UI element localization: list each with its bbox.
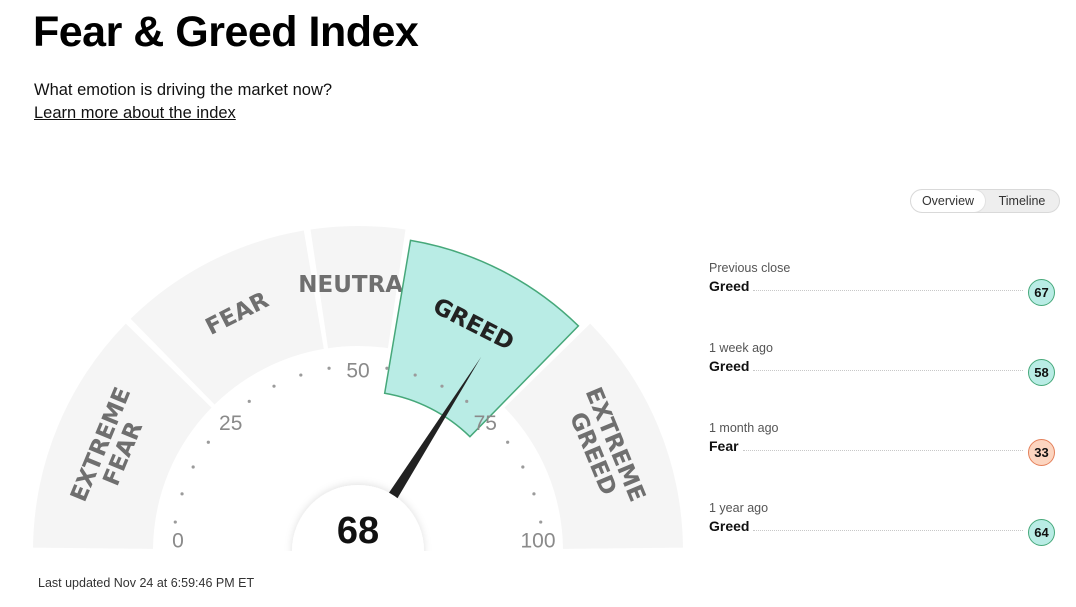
page-subtitle: What emotion is driving the market now? [34, 81, 333, 99]
gauge-dot [413, 373, 417, 377]
history-row: 1 year ago Greed 64 [709, 499, 1059, 579]
history-row: Previous close Greed 67 [709, 259, 1059, 339]
gauge-dot [532, 492, 536, 496]
tick-label-0: 0 [172, 530, 184, 553]
overview-tab[interactable]: Overview [911, 190, 985, 212]
segment-greed [383, 239, 580, 438]
segment-neutral [310, 226, 406, 349]
history-when: 1 year ago [709, 501, 769, 515]
gauge-dot [465, 399, 469, 403]
history-score-badge: 33 [1028, 439, 1055, 466]
gauge-needle [371, 356, 482, 525]
history-divider [753, 370, 1023, 371]
gauge-dot [191, 465, 195, 469]
gauge-dot [539, 520, 543, 524]
gauge-dot [180, 492, 184, 496]
gauge-baseline-mask [0, 551, 700, 607]
history-row: 1 week ago Greed 58 [709, 339, 1059, 419]
gauge-dot [247, 399, 251, 403]
gauge-dot [327, 366, 331, 370]
tick-label-25: 25 [219, 412, 242, 435]
learn-more-link[interactable]: Learn more about the index [34, 104, 236, 122]
history-divider [753, 530, 1023, 531]
view-toggle: Overview Timeline [910, 189, 1060, 213]
fear-greed-gauge: EXTREMEFEARFEARNEUTRALGREEDEXTREMEGREEDG… [0, 226, 700, 607]
history-when: 1 week ago [709, 341, 773, 355]
history-when: 1 month ago [709, 421, 779, 435]
gauge-dot [299, 373, 303, 377]
history-score-badge: 64 [1028, 519, 1055, 546]
gauge-dot [173, 520, 177, 524]
history-rating: Greed [709, 518, 750, 534]
last-updated: Last updated Nov 24 at 6:59:46 PM ET [38, 576, 255, 590]
history-rating: Greed [709, 358, 750, 374]
segment-extreme-fear [33, 323, 212, 549]
timeline-tab[interactable]: Timeline [998, 194, 1046, 208]
gauge-dot [521, 465, 525, 469]
tick-label-100: 100 [520, 530, 555, 553]
history-score-badge: 58 [1028, 359, 1055, 386]
gauge-score: 68 [337, 510, 379, 552]
gauge-dot [506, 440, 510, 444]
gauge-dot [440, 384, 444, 388]
history-score-badge: 67 [1028, 279, 1055, 306]
segment-extreme-greed [504, 323, 683, 549]
gauge-dot [272, 384, 276, 388]
history-when: Previous close [709, 261, 791, 275]
page-title: Fear & Greed Index [33, 8, 419, 56]
history-list: Previous close Greed 67 1 week ago Greed 58 1 … [709, 259, 1059, 579]
gauge-dot [385, 366, 389, 370]
history-row: 1 month ago Fear 33 [709, 419, 1059, 499]
history-rating: Greed [709, 278, 750, 294]
segment-neutral-label: NEUTRAL [298, 272, 418, 298]
tick-label-50: 50 [346, 360, 369, 383]
history-divider [753, 290, 1023, 291]
history-rating: Fear [709, 438, 739, 454]
history-divider [743, 450, 1023, 451]
gauge-dot [206, 440, 210, 444]
segment-fear [130, 230, 324, 405]
tick-label-75: 75 [474, 412, 497, 435]
